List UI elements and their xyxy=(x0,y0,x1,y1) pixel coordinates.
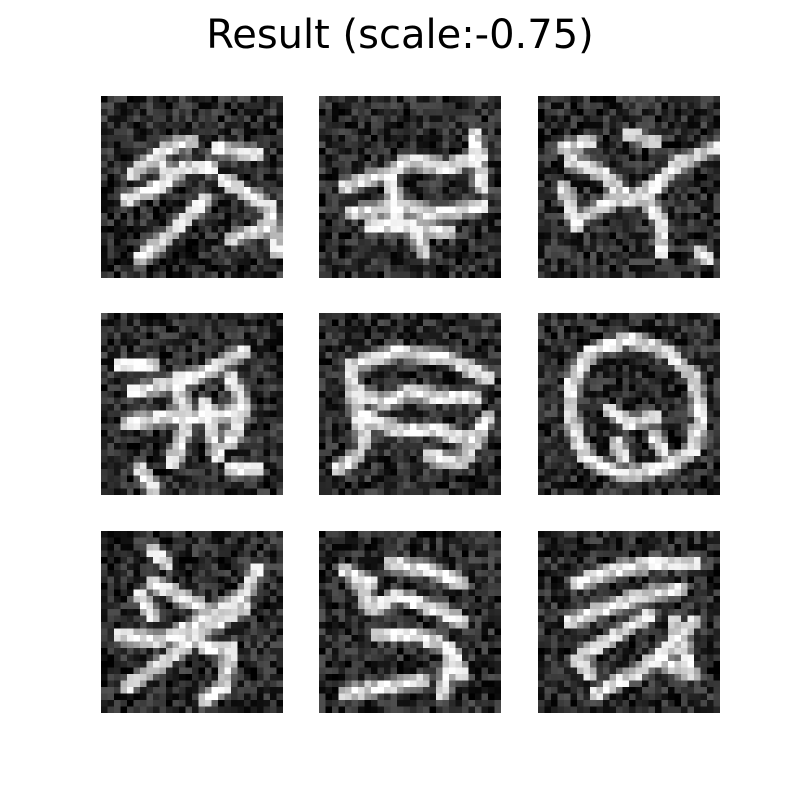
noisy-glyph-image xyxy=(101,313,283,495)
noisy-glyph-image xyxy=(319,313,501,495)
image-tile-r3c1 xyxy=(101,531,283,713)
image-tile-r1c1 xyxy=(101,96,283,278)
noisy-glyph-image xyxy=(538,531,720,713)
noisy-glyph-image xyxy=(101,531,283,713)
image-tile-r3c3 xyxy=(538,531,720,713)
noisy-glyph-image xyxy=(319,96,501,278)
noisy-glyph-image xyxy=(101,96,283,278)
image-tile-r2c1 xyxy=(101,313,283,495)
image-tile-r3c2 xyxy=(319,531,501,713)
noisy-glyph-image xyxy=(538,313,720,495)
image-tile-r1c3 xyxy=(538,96,720,278)
image-tile-r1c2 xyxy=(319,96,501,278)
noisy-glyph-image xyxy=(538,96,720,278)
noisy-glyph-image xyxy=(319,531,501,713)
image-tile-r2c3 xyxy=(538,313,720,495)
figure-title: Result (scale:-0.75) xyxy=(206,12,594,58)
image-tile-r2c2 xyxy=(319,313,501,495)
